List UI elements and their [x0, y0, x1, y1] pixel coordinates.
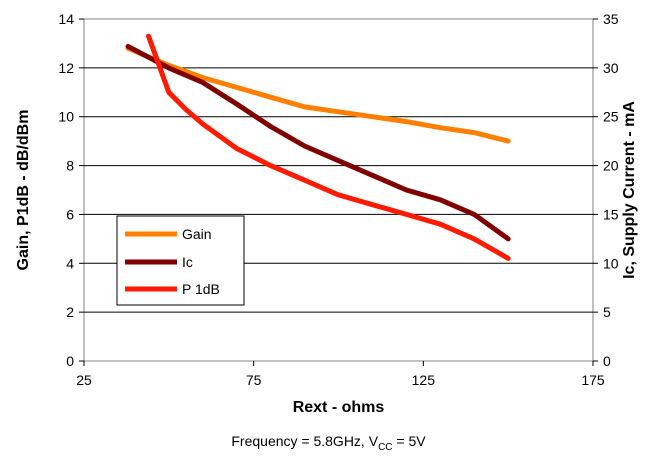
legend-label-gain: Gain	[182, 226, 212, 242]
right-y-tick-label: 15	[603, 206, 619, 222]
series-line-gain	[125, 45, 511, 144]
x-tick-label: 75	[246, 372, 262, 388]
x-axis: 25 75 125 175	[76, 361, 605, 388]
series-group	[125, 33, 511, 261]
x-axis-title: Rext - ohms	[293, 399, 385, 416]
legend-label-ic: Ic	[182, 254, 193, 270]
caption-prefix: Frequency = 5.8GHz, V	[231, 433, 379, 449]
left-y-tick-label: 2	[66, 304, 74, 320]
x-tick-label: 25	[76, 372, 92, 388]
left-y-tick-label: 8	[66, 158, 74, 174]
caption-subscript: CC	[378, 441, 393, 453]
right-y-tick-label: 25	[603, 109, 619, 125]
legend: Gain Ic P 1dB	[116, 215, 245, 306]
left-y-tick-label: 10	[58, 109, 74, 125]
right-y-tick-label: 10	[603, 255, 619, 271]
right-y-tick-label: 35	[603, 11, 619, 27]
plot-area	[83, 18, 594, 362]
x-tick-label: 175	[581, 372, 605, 388]
left-y-tick-label: 14	[58, 11, 74, 27]
right-y-tick-label: 30	[603, 60, 619, 76]
left-y-axis-title: Gain, P1dB - dB/dBm	[15, 110, 32, 271]
left-y-tick-label: 0	[66, 353, 74, 369]
right-y-tick-label: 5	[603, 304, 611, 320]
series-line-p1db	[146, 33, 511, 261]
right-y-tick-label: 0	[603, 353, 611, 369]
x-tick-label: 125	[412, 372, 436, 388]
left-y-tick-label: 12	[58, 60, 74, 76]
right-y-axis: 0 5 10 15 20 25 30 35	[593, 11, 619, 369]
chart-caption: Frequency = 5.8GHz, VCC = 5V	[0, 433, 657, 453]
right-y-tick-label: 20	[603, 158, 619, 174]
series-line-ic	[125, 43, 511, 242]
left-y-tick-label: 4	[66, 255, 74, 271]
caption-suffix: = 5V	[392, 433, 426, 449]
left-y-axis: 0 2 4 6 8 10 12 14	[58, 11, 84, 369]
left-y-tick-label: 6	[66, 206, 74, 222]
legend-label-p1db: P 1dB	[182, 281, 220, 297]
right-y-axis-title: Ic, Supply Current - mA	[621, 101, 638, 279]
